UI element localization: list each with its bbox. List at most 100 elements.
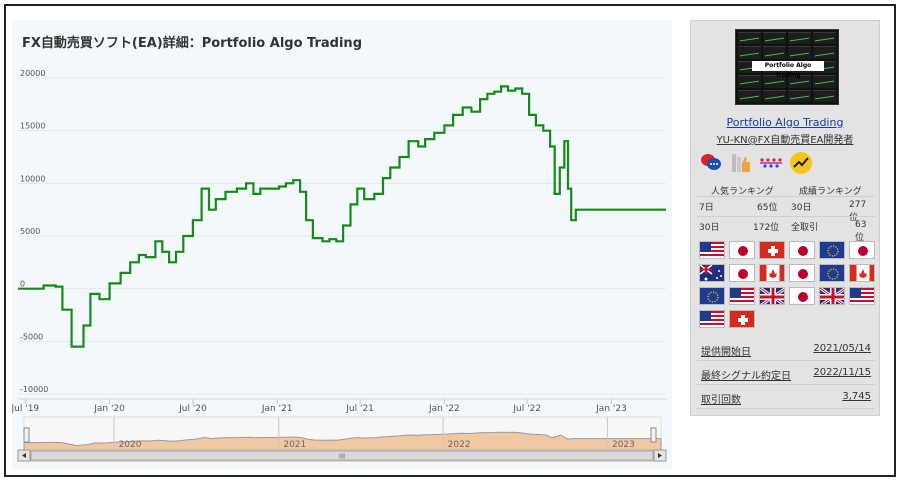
gb-flag-icon — [759, 287, 785, 305]
thumbnail-chart-cell — [788, 89, 811, 102]
navigator-ticks: 2020 2021 2022 2023 — [113, 417, 635, 450]
info-row-last-signal: 最終シグナル約定日 2022/11/15 — [697, 361, 875, 385]
chat-bubbles-icon — [699, 151, 723, 175]
info-row-trade-count: 取引回数 3,745 — [697, 385, 875, 409]
rank-value: 63位 — [855, 220, 867, 243]
y-tick-label: -5000 — [20, 332, 43, 341]
thumbnail-chart-cell — [788, 75, 811, 88]
rank-row-2: 30日 172位 全取引 63位 — [697, 216, 875, 243]
info-key: 取引回数 — [701, 395, 741, 406]
chart-panel: FX自動売買ソフト(EA)詳細：Portfolio Algo Trading 2… — [12, 20, 672, 470]
equity-line-series — [18, 85, 666, 348]
jp-flag-icon — [729, 264, 755, 282]
thumbnail-chart-cell — [788, 32, 811, 45]
thumbnail-chart-cell — [763, 32, 786, 45]
thumbnail-chart-cell — [763, 46, 786, 59]
rank-row-1: 7日 65位 30日 277位 — [697, 196, 875, 223]
navigator-right-handle[interactable] — [650, 427, 657, 443]
x-tick-label: Jul '20 — [178, 404, 207, 414]
info-key: 最終シグナル約定日 — [701, 371, 791, 382]
info-value: 3,745 — [842, 391, 871, 402]
thumbnail-label: Portfolio Algo Trading — [752, 61, 824, 79]
rank-value: 172位 — [753, 223, 780, 233]
y-tick-label: 0 — [20, 280, 25, 289]
performance-ranking-title: 成績ランキング — [799, 187, 862, 197]
y-axis-ticks: 20000 15000 10000 5000 0 -5000 -10000 — [20, 69, 48, 394]
info-key: 提供開始日 — [701, 347, 751, 358]
y-tick-label: 5000 — [20, 227, 40, 236]
us-flag-icon — [699, 241, 725, 259]
jp-flag-icon — [789, 264, 815, 282]
x-axis-ticks: Jul '19 Jan '20 Jul '20 Jan '21 Jul '21 Jan '… — [12, 399, 627, 414]
y-tick-label: -10000 — [20, 385, 48, 394]
jp-flag-icon — [849, 241, 875, 259]
navigator-year-label: 2023 — [612, 440, 635, 450]
thumbnail-chart-cell — [738, 32, 761, 45]
x-tick-label: Jul '21 — [345, 404, 374, 414]
eu-flag-icon — [699, 287, 725, 305]
us-flag-icon — [849, 287, 875, 305]
navigator-year-label: 2020 — [119, 440, 142, 450]
rank-label: 全取引 — [791, 223, 819, 233]
thumbnail-chart-cell — [813, 75, 836, 88]
rank-value: 65位 — [757, 203, 778, 213]
people-group-icon — [759, 151, 783, 175]
popular-ranking-title: 人気ランキング — [711, 187, 774, 197]
navigator-area — [23, 431, 662, 451]
navigator-left-handle[interactable] — [23, 427, 30, 443]
rank-label: 30日 — [699, 223, 720, 233]
thumbnail-chart-cell — [788, 46, 811, 59]
thumbnail-chart-cell — [813, 32, 836, 45]
ch-flag-icon — [759, 241, 785, 259]
arrow-right-icon — [658, 453, 662, 458]
thumbnail-chart-cell — [738, 75, 761, 88]
ca-flag-icon — [759, 264, 785, 282]
us-flag-icon — [699, 310, 725, 328]
ea-thumbnail[interactable]: Portfolio Algo Trading — [735, 29, 839, 105]
x-tick-label: Jul '19 — [12, 404, 39, 414]
scroll-grip: III — [339, 453, 345, 461]
us-flag-icon — [729, 287, 755, 305]
info-value: 2022/11/15 — [813, 367, 871, 378]
x-tick-label: Jul '22 — [512, 404, 541, 414]
thumbs-up-icon — [729, 151, 753, 175]
thumbnail-chart-cell — [738, 46, 761, 59]
x-tick-label: Jan '20 — [93, 404, 125, 414]
ca-flag-icon — [849, 264, 875, 282]
info-row-start-date: 提供開始日 2021/05/14 — [697, 337, 875, 361]
navigator-year-label: 2021 — [283, 440, 306, 450]
y-tick-label: 20000 — [20, 69, 45, 78]
rank-value: 277位 — [849, 200, 867, 223]
ch-flag-icon — [729, 310, 755, 328]
thumbnail-chart-cell — [738, 89, 761, 102]
jp-flag-icon — [789, 287, 815, 305]
scrollbar-thumb[interactable] — [30, 450, 654, 461]
currency-pair-flags — [699, 241, 875, 328]
chart-up-badge-icon — [789, 151, 813, 175]
thumbnail-chart-cell — [813, 46, 836, 59]
rank-label: 7日 — [699, 203, 714, 213]
ea-side-panel: Portfolio Algo Trading Portfolio Algo Tr… — [690, 20, 880, 416]
badge-row — [699, 151, 813, 175]
au-flag-icon — [699, 264, 725, 282]
thumbnail-chart-cell — [763, 75, 786, 88]
x-tick-label: Jan '23 — [595, 404, 627, 414]
gb-flag-icon — [819, 287, 845, 305]
developer-link[interactable]: YU-KN@FX自動売買EA開発者 — [716, 135, 854, 146]
chart-title: FX自動売買ソフト(EA)詳細：Portfolio Algo Trading — [22, 36, 362, 51]
grid-lines — [18, 77, 666, 395]
eu-flag-icon — [819, 241, 845, 259]
jp-flag-icon — [729, 241, 755, 259]
jp-flag-icon — [789, 241, 815, 259]
info-value: 2021/05/14 — [813, 343, 871, 354]
ea-name-link[interactable]: Portfolio Algo Trading — [726, 116, 844, 129]
x-tick-label: Jan '21 — [261, 404, 293, 414]
y-tick-label: 15000 — [20, 122, 45, 131]
x-tick-label: Jan '22 — [428, 404, 460, 414]
rank-label: 30日 — [791, 203, 812, 213]
thumbnail-chart-cell — [813, 89, 836, 102]
arrow-left-icon — [22, 453, 26, 458]
thumbnail-chart-cell — [763, 89, 786, 102]
eu-flag-icon — [819, 264, 845, 282]
